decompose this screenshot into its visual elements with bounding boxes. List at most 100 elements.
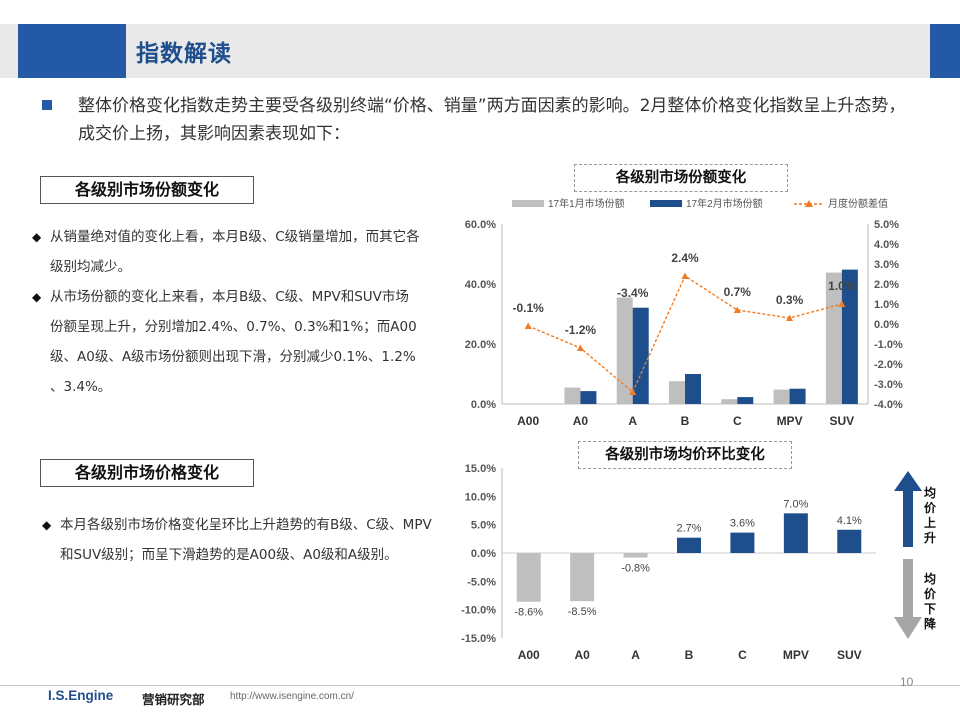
title-bar: [0, 24, 960, 78]
bar: [516, 553, 541, 602]
bar-jan: [773, 389, 790, 404]
arrow-label-down: 价: [924, 587, 937, 601]
bar-feb: [789, 388, 806, 404]
page-number: 10: [900, 675, 914, 689]
x-tick-label: C: [733, 414, 742, 428]
x-tick-label: B: [681, 414, 690, 428]
bar: [837, 529, 862, 553]
up-arrow-icon: [894, 471, 922, 547]
y-tick-label: -10.0%: [461, 605, 496, 617]
data-label: -8.6%: [514, 607, 543, 619]
x-tick-label: A: [631, 648, 640, 662]
line-point-diff: [524, 322, 532, 329]
diamond-bullet-icon: ◆: [42, 518, 52, 532]
x-tick-label: MPV: [777, 414, 803, 428]
line-point-diff: [786, 314, 794, 321]
x-tick-label: A: [628, 414, 637, 428]
bar-jan: [616, 297, 633, 404]
y-tick-label-right: 1.0%: [874, 299, 899, 311]
y-tick-label: 15.0%: [465, 463, 496, 475]
bar-jan: [669, 381, 685, 404]
bar: [730, 532, 755, 553]
title-accent-left: [18, 24, 126, 78]
legend-swatch-feb: [650, 200, 682, 207]
legend-label-jan: 17年1月市场份额: [548, 197, 625, 210]
data-label-diff: 1.0%: [828, 279, 856, 293]
line-point-diff: [838, 300, 846, 307]
y-tick-label-left: 60.0%: [465, 219, 496, 231]
bullet-text: 本月各级别市场价格变化呈环比上升趋势的有B级、C级、MPV和SUV级别；而呈下滑…: [60, 517, 432, 563]
y-tick-label-right: 3.0%: [874, 259, 899, 271]
x-tick-label: C: [738, 648, 747, 662]
footer-department: 营销研究部: [142, 692, 205, 707]
x-tick-label: SUV: [830, 414, 855, 428]
arrow-label-up: 上: [924, 515, 936, 530]
y-tick-label: 0.0%: [471, 548, 496, 560]
arrow-label-down: 下: [924, 602, 936, 616]
data-label-diff: 0.3%: [776, 293, 804, 307]
price-change-chart: -15.0% -10.0% -5.0% 0.0% 5.0% 10.0% 15.0% -8.6%…: [461, 463, 937, 662]
diamond-bullet-icon: ◆: [32, 290, 42, 304]
bar-feb: [685, 374, 701, 404]
data-label: -8.5%: [568, 606, 597, 618]
y-tick-label: -5.0%: [467, 576, 496, 588]
bullet-text: 从销量绝对值的变化上看，本月B级、C级销量增加，而其它各级别均减少。: [50, 229, 420, 275]
x-tick-label: A00: [517, 414, 539, 428]
page-title: 指数解读: [136, 41, 232, 67]
line-point-diff: [733, 306, 741, 313]
y-tick-label-right: 2.0%: [874, 279, 899, 291]
diamond-bullet-icon: ◆: [32, 230, 42, 244]
title-accent-right: [930, 24, 960, 78]
y-tick-label-right: 0.0%: [874, 319, 899, 331]
x-tick-label: SUV: [837, 648, 862, 662]
x-tick-label: A00: [518, 648, 540, 662]
footer-url[interactable]: http://www.isengine.com.cn/: [230, 691, 354, 702]
footer-brand: I.S.Engine: [48, 688, 114, 703]
data-label-diff: 0.7%: [724, 285, 752, 299]
bar: [570, 553, 595, 602]
y-tick-label: 10.0%: [465, 491, 496, 503]
arrow-label-down: 均: [924, 571, 936, 586]
bar-feb: [841, 269, 858, 404]
legend-label-feb: 17年2月市场份额: [686, 197, 763, 210]
y-tick-label-left: 20.0%: [465, 339, 496, 351]
chart-title-share: 各级别市场份额变化: [574, 164, 788, 192]
data-label: 3.6%: [730, 518, 755, 530]
data-label: -0.8%: [621, 563, 650, 575]
data-label: 4.1%: [837, 515, 862, 527]
y-tick-label-right: -1.0%: [874, 339, 903, 351]
data-label: 2.7%: [676, 523, 701, 535]
bar-feb: [737, 397, 754, 404]
data-label-diff: -3.4%: [617, 286, 649, 300]
y-tick-label-left: 0.0%: [471, 399, 496, 411]
legend-swatch-jan: [512, 200, 544, 207]
x-tick-label: B: [685, 648, 694, 662]
bullet-text: 从市场份额的变化上来看，本月B级、C级、MPV和SUV市场份额呈现上升，分别增加…: [50, 289, 417, 395]
line-point-diff: [629, 388, 637, 395]
down-arrow-icon: [894, 559, 922, 639]
data-label-diff: -0.1%: [512, 301, 544, 315]
y-tick-label: 5.0%: [471, 520, 496, 532]
section-heading-price: 各级别市场价格变化: [40, 459, 254, 487]
bar: [677, 537, 701, 553]
line-point-diff: [576, 344, 584, 351]
arrow-label-up: 均: [924, 485, 936, 500]
bar: [623, 553, 648, 558]
x-tick-label: MPV: [783, 648, 809, 662]
footer-divider: [0, 685, 960, 686]
data-label-diff: 2.4%: [671, 251, 699, 265]
y-tick-label-right: 5.0%: [874, 219, 899, 231]
y-tick-label: -15.0%: [461, 633, 496, 645]
y-tick-label-right: -3.0%: [874, 379, 903, 391]
y-tick-label-right: -2.0%: [874, 359, 903, 371]
line-point-diff: [681, 272, 689, 279]
square-bullet-icon: [42, 100, 52, 110]
x-tick-label: A0: [574, 648, 590, 662]
bar-feb: [632, 307, 649, 404]
y-tick-label-right: 4.0%: [874, 239, 899, 251]
intro-text: 整体价格变化指数走势主要受各级别终端“价格、销量”两方面因素的影响。2月整体价格…: [78, 96, 906, 144]
section-heading-share: 各级别市场份额变化: [40, 176, 254, 204]
legend-marker-diff: [805, 200, 813, 207]
data-label-diff: -1.2%: [565, 323, 597, 337]
bar: [783, 513, 808, 553]
